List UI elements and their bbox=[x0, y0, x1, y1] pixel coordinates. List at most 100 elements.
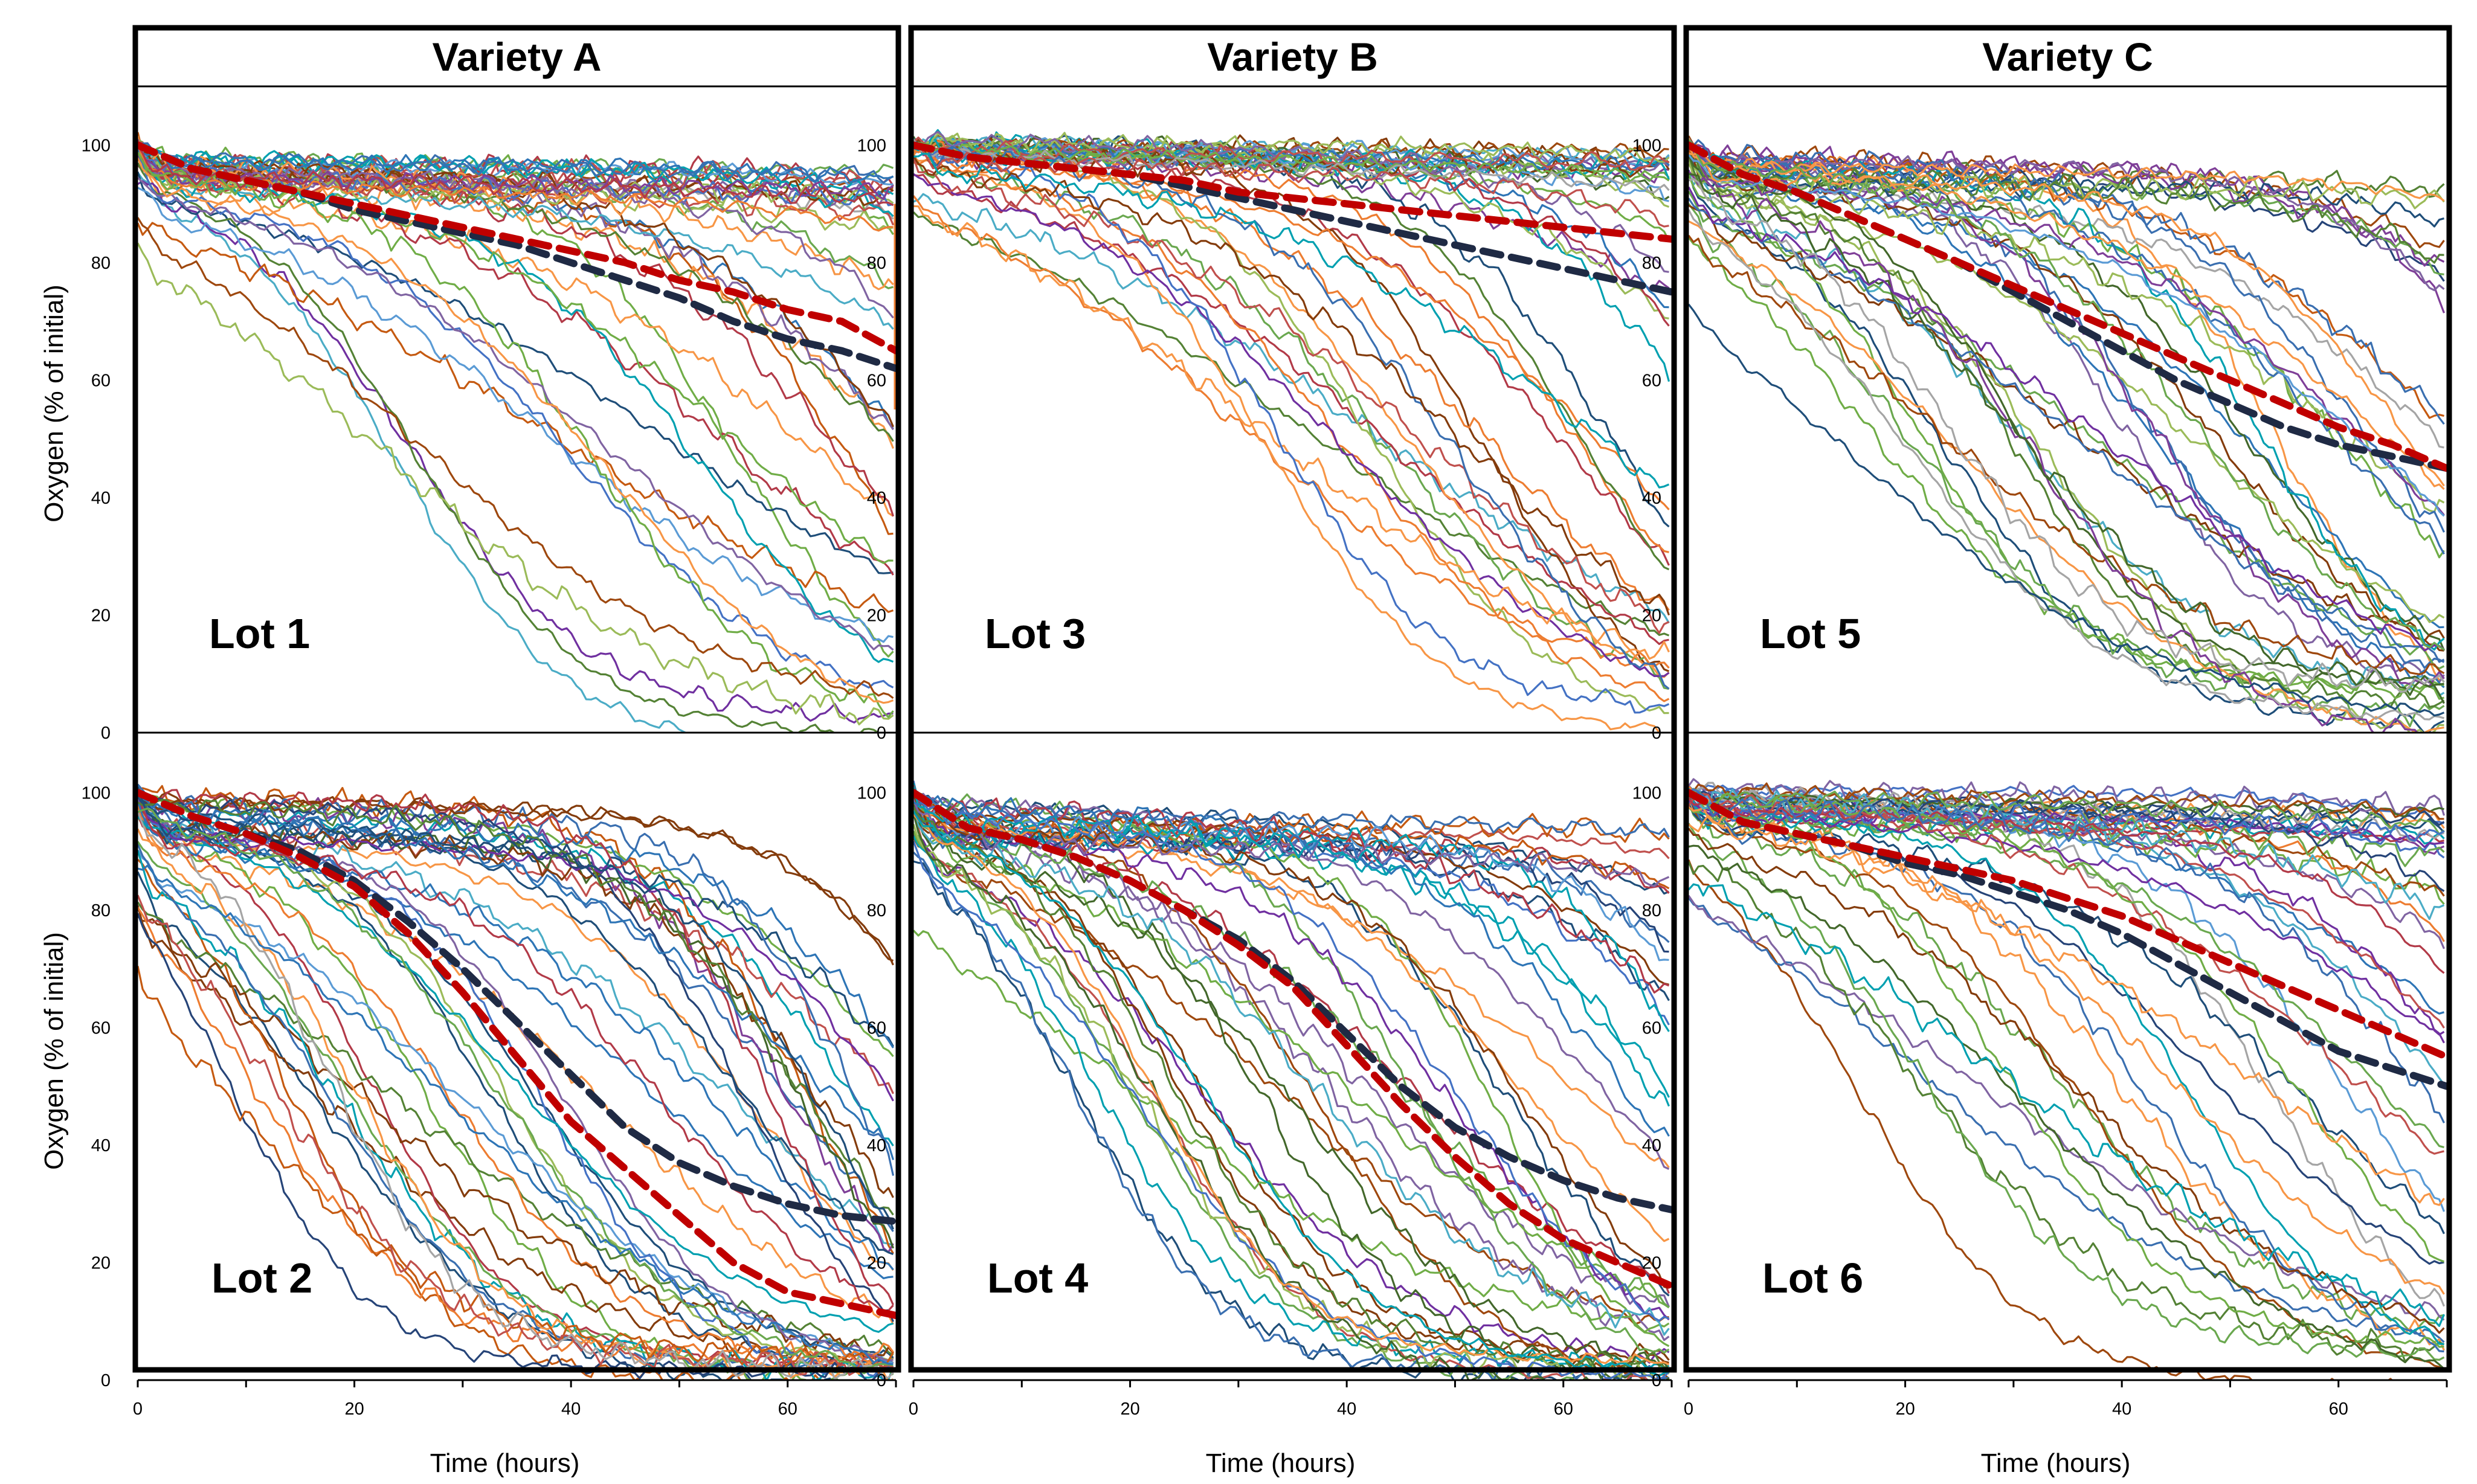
seed-curve bbox=[1689, 788, 2445, 842]
x-axis: 0 20 40 60 Time (hours) bbox=[1684, 1379, 2448, 1478]
y-tick-label: 20 bbox=[1642, 606, 1661, 625]
seed-curve bbox=[138, 157, 894, 704]
seed-curve bbox=[1689, 897, 2445, 1343]
x-axis-title: Time (hours) bbox=[1981, 1448, 2131, 1478]
seed-curve bbox=[138, 145, 894, 207]
y-tick-label: 0 bbox=[101, 724, 111, 743]
seed-curve bbox=[1689, 782, 2444, 820]
seed-curve bbox=[138, 149, 894, 184]
seed-curve bbox=[1689, 155, 2445, 513]
variety-mean-curve bbox=[913, 141, 1672, 243]
seed-curve bbox=[913, 156, 1670, 634]
seed-curve bbox=[913, 811, 1669, 1377]
y-tick-label: 100 bbox=[82, 136, 111, 155]
seed-curve bbox=[138, 828, 894, 1380]
seed-curve bbox=[913, 930, 1670, 1333]
seed-curve bbox=[138, 187, 894, 643]
seed-curve bbox=[138, 786, 894, 1230]
seed-curve bbox=[1689, 806, 2445, 1295]
y-tick-label: 60 bbox=[867, 1018, 886, 1038]
seed-curve bbox=[1689, 844, 2445, 1370]
panels-layer: 0 20 40 60 80 100 Lot 1 0 20 40 60 80 100 Lot 3 0 20 40 6… bbox=[82, 129, 2448, 1478]
seed-curve bbox=[913, 141, 1670, 183]
seed-curve bbox=[1689, 139, 2445, 425]
seed-curve bbox=[1689, 823, 2445, 1361]
y-tick-label: 40 bbox=[867, 489, 886, 508]
seed-curve bbox=[138, 162, 881, 733]
y-tick-label: 80 bbox=[91, 901, 111, 920]
x-tick-label: 40 bbox=[561, 1399, 581, 1419]
seed-curve bbox=[138, 795, 894, 1146]
seed-curve bbox=[1689, 793, 2445, 1029]
seed-curve bbox=[138, 143, 894, 718]
seed-curve bbox=[913, 156, 1669, 733]
seed-curve bbox=[1689, 156, 2444, 733]
seed-curves bbox=[138, 132, 896, 733]
seed-curve bbox=[1689, 861, 2445, 1363]
seed-curve bbox=[138, 180, 894, 724]
seed-curve bbox=[1689, 895, 2445, 1321]
seed-curve bbox=[1689, 800, 2445, 1044]
seed-curve bbox=[913, 173, 1670, 677]
lot-label: Lot 5 bbox=[1760, 610, 1861, 657]
seed-curve bbox=[1689, 827, 2445, 1334]
seed-curve bbox=[138, 154, 894, 201]
lot-label: Lot 4 bbox=[987, 1254, 1088, 1302]
seed-curve bbox=[1689, 788, 2445, 835]
seed-curve bbox=[138, 242, 894, 725]
seed-curve bbox=[1689, 153, 2445, 517]
variety-frame bbox=[908, 25, 1677, 1373]
y-tick-label: 0 bbox=[101, 1371, 111, 1390]
seed-curve bbox=[1689, 178, 2445, 693]
seed-curve bbox=[913, 805, 1670, 1370]
seed-curve bbox=[913, 137, 1670, 172]
frames-layer bbox=[132, 25, 2452, 1373]
seed-curve bbox=[913, 138, 1670, 193]
seed-curve bbox=[1689, 139, 2445, 650]
x-tick-label: 20 bbox=[344, 1399, 364, 1419]
y-tick-label: 80 bbox=[1642, 901, 1661, 920]
y-tick-label: 60 bbox=[91, 1018, 111, 1038]
seed-curve bbox=[1689, 792, 2445, 1123]
seed-curve bbox=[913, 824, 1670, 1378]
y-tick-label: 0 bbox=[1652, 1371, 1661, 1390]
seed-curve bbox=[913, 795, 1670, 1137]
seed-curve bbox=[913, 812, 1634, 1380]
seed-curve bbox=[913, 134, 1670, 672]
x-axis: 0 20 40 60 Time (hours) bbox=[909, 1379, 1673, 1478]
seed-curve bbox=[138, 915, 894, 1360]
seed-curve bbox=[913, 783, 1670, 943]
y-tick-label: 60 bbox=[867, 371, 886, 390]
lot-label: Lot 6 bbox=[1762, 1254, 1863, 1302]
seed-curve bbox=[138, 164, 894, 576]
y-tick-label: 40 bbox=[91, 489, 111, 508]
seed-curve bbox=[138, 789, 894, 1253]
lot-label: Lot 3 bbox=[985, 610, 1086, 657]
variety-title: Variety A bbox=[432, 34, 601, 79]
y-tick-label: 100 bbox=[1632, 136, 1661, 155]
seed-curve bbox=[138, 788, 894, 966]
seed-curve bbox=[1689, 303, 2445, 717]
seed-curve bbox=[1689, 144, 2444, 652]
seed-curve bbox=[138, 177, 894, 651]
y-tick-label: 20 bbox=[867, 606, 886, 625]
seed-curve bbox=[1689, 204, 2445, 642]
seed-curve bbox=[913, 193, 1670, 624]
seed-curve bbox=[1689, 220, 2444, 733]
x-tick-label: 20 bbox=[1120, 1399, 1139, 1419]
seed-curve bbox=[138, 142, 894, 663]
x-axis-title: Time (hours) bbox=[430, 1448, 580, 1478]
variety-mean-curve bbox=[1689, 789, 2447, 1061]
seed-curve bbox=[913, 211, 1670, 637]
x-axis-title: Time (hours) bbox=[1206, 1448, 1356, 1478]
x-tick-label: 60 bbox=[778, 1399, 797, 1419]
seed-curve bbox=[1689, 782, 2445, 1307]
y-tick-label: 40 bbox=[1642, 489, 1661, 508]
y-tick-label: 60 bbox=[1642, 1018, 1661, 1038]
overall-mean-curve bbox=[913, 789, 1672, 1213]
seed-curve bbox=[1689, 801, 2444, 1353]
variety-mean-curve bbox=[913, 789, 1672, 1290]
seed-curve bbox=[913, 783, 1670, 1032]
